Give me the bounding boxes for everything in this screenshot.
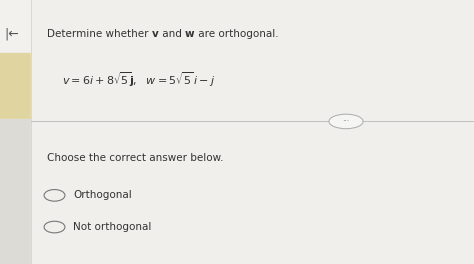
Circle shape	[44, 190, 65, 201]
Ellipse shape	[329, 114, 363, 129]
Text: |←: |←	[4, 28, 19, 41]
Text: ···: ···	[342, 117, 350, 126]
Bar	[0, 0, 31, 121]
Text: Choose the correct answer below.: Choose the correct answer below.	[47, 153, 224, 163]
Bar	[0, 119, 31, 264]
Text: Not orthogonal: Not orthogonal	[73, 222, 152, 232]
Bar	[0, 132, 474, 264]
Text: Determine whether: Determine whether	[47, 29, 152, 39]
Text: are orthogonal.: are orthogonal.	[195, 29, 278, 39]
Text: $v = 6i + 8\sqrt{5}\mathbf{j},\ \ w = 5\sqrt{5}\,i-j$: $v = 6i + 8\sqrt{5}\mathbf{j},\ \ w = 5\…	[62, 70, 215, 88]
Bar	[0, 53, 31, 119]
Text: and: and	[159, 29, 185, 39]
Text: w: w	[185, 29, 195, 39]
Bar	[0, 0, 474, 132]
Text: v: v	[152, 29, 159, 39]
Circle shape	[44, 221, 65, 233]
Text: Orthogonal: Orthogonal	[73, 190, 132, 200]
